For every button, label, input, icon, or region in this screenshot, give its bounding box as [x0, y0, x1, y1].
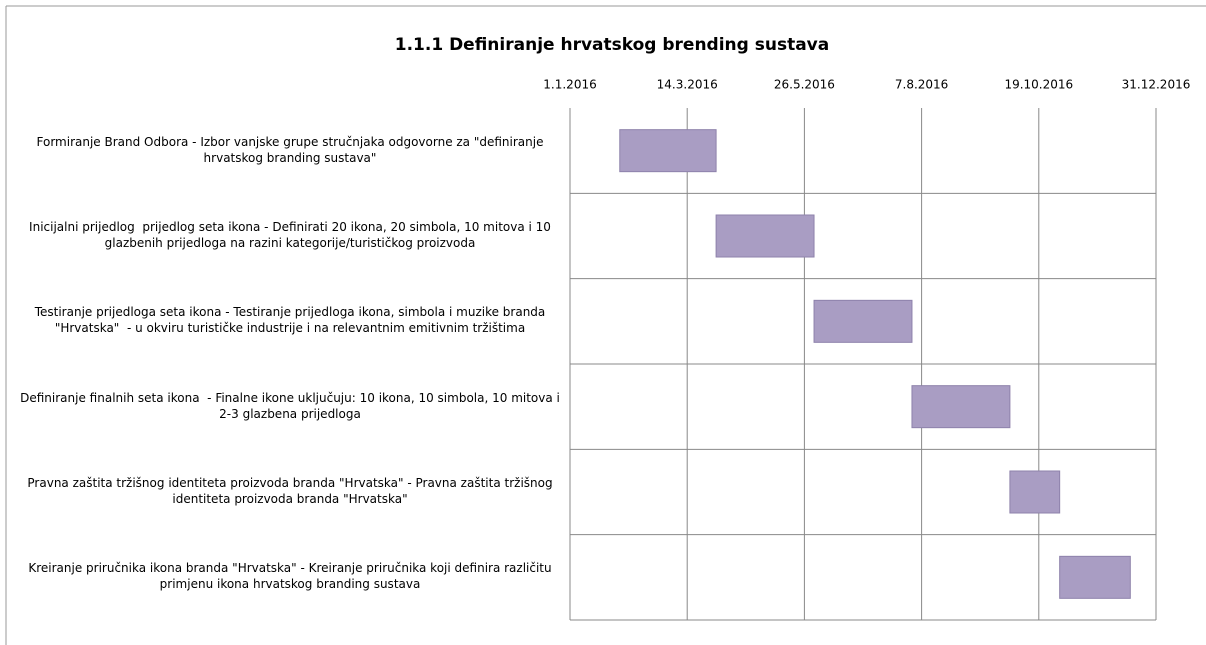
task-label: Testiranje prijedloga seta ikona - Testi… — [20, 281, 560, 360]
task-label: Definiranje finalnih seta ikona - Finaln… — [20, 366, 560, 445]
x-tick-label: 1.1.2016 — [543, 78, 596, 92]
bar — [1009, 470, 1061, 514]
task-label-text: Definiranje finalnih seta ikona - Finaln… — [20, 390, 564, 421]
chart-title: 1.1.1 Definiranje hrvatskog brending sus… — [395, 35, 830, 55]
bar — [1059, 555, 1131, 599]
x-tick-label: 31.12.2016 — [1122, 78, 1191, 92]
x-tick-label: 14.3.2016 — [657, 78, 718, 92]
task-label: Formiranje Brand Odbora - Izbor vanjske … — [20, 110, 560, 189]
x-tick-label: 26.5.2016 — [774, 78, 835, 92]
task-label-text: Inicijalni prijedlog prijedlog seta ikon… — [29, 219, 555, 250]
x-tick-label: 7.8.2016 — [895, 78, 948, 92]
task-label-text: Formiranje Brand Odbora - Izbor vanjske … — [36, 134, 548, 165]
bar — [813, 299, 913, 343]
bar — [619, 129, 717, 173]
bar — [911, 385, 1011, 429]
task-label-text: Pravna zaštita tržišnog identiteta proiz… — [27, 475, 557, 506]
task-label-text: Kreiranje priručnika ikona branda "Hrvat… — [28, 561, 556, 592]
x-tick-label: 19.10.2016 — [1004, 78, 1073, 92]
task-label: Kreiranje priručnika ikona branda "Hrvat… — [20, 537, 560, 616]
task-label: Pravna zaštita tržišnog identiteta proiz… — [20, 451, 560, 530]
bar — [715, 214, 815, 258]
task-label-text: Testiranje prijedloga seta ikona - Testi… — [34, 305, 550, 336]
task-label: Inicijalni prijedlog prijedlog seta ikon… — [20, 195, 560, 274]
